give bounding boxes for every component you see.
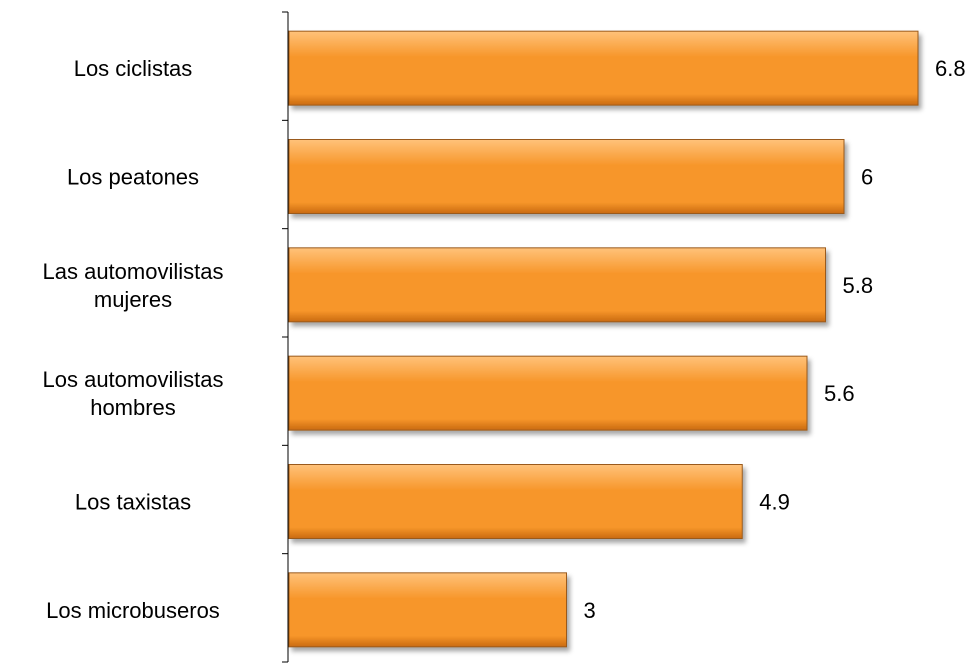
y-axis bbox=[282, 11, 289, 663]
bar-value-label: 6.8 bbox=[935, 56, 966, 81]
category-label-line: hombres bbox=[90, 395, 176, 420]
bar bbox=[288, 247, 826, 323]
bar bbox=[288, 355, 808, 431]
labels-layer: 6.8 Los ciclistas 6 Los peatones 5.8 Las auto… bbox=[43, 56, 966, 623]
bar bbox=[288, 572, 567, 648]
category-label: Los microbuseros bbox=[46, 598, 220, 623]
category-label: Los peatones bbox=[67, 165, 199, 190]
category-label-line: Los taxistas bbox=[75, 490, 191, 515]
category-label: Los taxistas bbox=[75, 490, 191, 515]
bar-value-label: 4.9 bbox=[759, 490, 790, 515]
category-label: Los ciclistas bbox=[74, 56, 193, 81]
category-label-line: mujeres bbox=[94, 287, 172, 312]
category-label-line: Los ciclistas bbox=[74, 56, 193, 81]
category-label: Las automovilistas mujeres bbox=[43, 259, 224, 312]
category-label-line: Las automovilistas bbox=[43, 259, 224, 284]
bar bbox=[288, 464, 743, 539]
category-label-line: Los automovilistas bbox=[43, 367, 224, 392]
bar-value-label: 5.8 bbox=[843, 273, 874, 298]
bar bbox=[288, 30, 919, 106]
category-label: Los automovilistas hombres bbox=[43, 367, 224, 420]
bar-value-label: 3 bbox=[584, 598, 596, 623]
bar-value-label: 6 bbox=[861, 165, 873, 190]
bar bbox=[288, 139, 845, 214]
bars-layer bbox=[288, 30, 919, 648]
bar-value-label: 5.6 bbox=[824, 381, 855, 406]
category-label-line: Los microbuseros bbox=[46, 598, 220, 623]
category-label-line: Los peatones bbox=[67, 165, 199, 190]
